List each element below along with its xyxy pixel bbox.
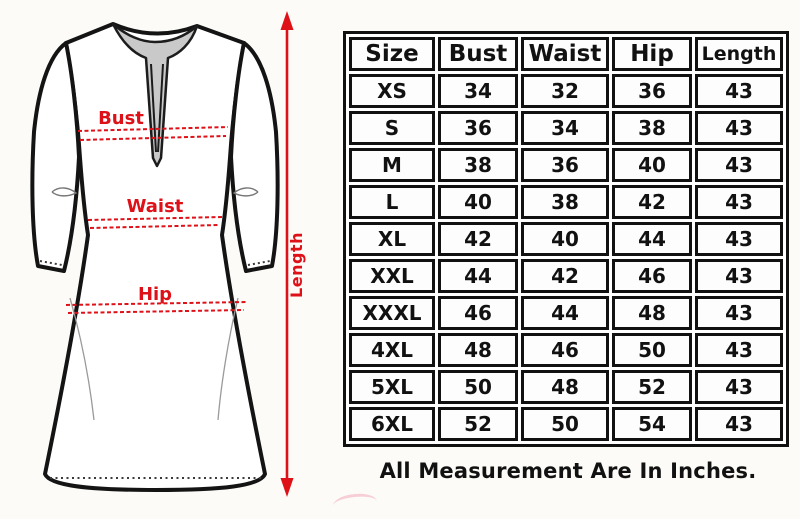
fold-mark-left <box>51 187 78 197</box>
size-cell: 4XL <box>349 333 435 367</box>
size-cell: XXL <box>349 259 435 293</box>
length-cell: 43 <box>695 296 783 330</box>
waist-cell: 32 <box>521 74 609 108</box>
waist-cell: 50 <box>521 407 609 441</box>
left-cuff-stitch-line <box>39 260 63 266</box>
length-cell: 43 <box>695 333 783 367</box>
bust-cell: 52 <box>438 407 518 441</box>
waist-cell: 46 <box>521 333 609 367</box>
table-row: XL 42 40 44 43 <box>349 222 783 256</box>
length-arrow <box>280 11 294 497</box>
table-row: XS 34 32 36 43 <box>349 74 783 108</box>
fold-mark-right <box>232 187 259 197</box>
size-cell: 6XL <box>349 407 435 441</box>
bust-cell: 50 <box>438 370 518 404</box>
bust-cell: 48 <box>438 333 518 367</box>
bust-cell: 40 <box>438 185 518 219</box>
right-sleeve <box>229 41 280 273</box>
bust-label: Bust <box>98 108 144 129</box>
hip-label: Hip <box>138 284 172 305</box>
length-cell: 43 <box>695 370 783 404</box>
left-sleeve <box>30 41 81 273</box>
length-cell: 43 <box>695 259 783 293</box>
waist-cell: 40 <box>521 222 609 256</box>
hip-cell: 52 <box>612 370 692 404</box>
header-waist: Waist <box>521 37 609 71</box>
right-cuff-stitch-line <box>247 260 271 266</box>
header-size: Size <box>349 37 435 71</box>
length-cell: 43 <box>695 74 783 108</box>
table-row: M 38 36 40 43 <box>349 148 783 182</box>
size-chart-table: Size Bust Waist Hip Length XS 34 32 36 4… <box>343 31 789 447</box>
neck-placket <box>111 22 199 168</box>
length-arrowhead-top <box>280 11 294 30</box>
table-row: XXL 44 42 46 43 <box>349 259 783 293</box>
header-row: Size Bust Waist Hip Length <box>349 37 783 71</box>
waist-measure-lines <box>87 216 223 229</box>
hip-cell: 50 <box>612 333 692 367</box>
length-cell: 43 <box>695 148 783 182</box>
bust-measure-lines <box>77 126 229 141</box>
bust-cell: 34 <box>438 74 518 108</box>
length-cell: 43 <box>695 185 783 219</box>
waist-label: Waist <box>127 196 184 217</box>
drape-line-left <box>69 297 95 421</box>
size-cell: XXXL <box>349 296 435 330</box>
waist-cell: 44 <box>521 296 609 330</box>
bust-cell: 36 <box>438 111 518 145</box>
waist-cell: 38 <box>521 185 609 219</box>
hip-cell: 44 <box>612 222 692 256</box>
hip-measure-lines <box>65 301 247 314</box>
length-arrowhead-bottom <box>280 478 294 497</box>
table-row: 4XL 48 46 50 43 <box>349 333 783 367</box>
hip-cell: 46 <box>612 259 692 293</box>
length-cell: 43 <box>695 111 783 145</box>
garment-measurement-diagram: Bust Waist Hip Length <box>30 11 306 497</box>
bust-cell: 42 <box>438 222 518 256</box>
size-chart-container: Size Bust Waist Hip Length XS 34 32 36 4… <box>343 31 789 447</box>
size-cell: M <box>349 148 435 182</box>
waist-cell: 48 <box>521 370 609 404</box>
header-bust: Bust <box>438 37 518 71</box>
table-row: L 40 38 42 43 <box>349 185 783 219</box>
hip-cell: 42 <box>612 185 692 219</box>
table-row: 5XL 50 48 52 43 <box>349 370 783 404</box>
header-length: Length <box>695 37 783 71</box>
length-cell: 43 <box>695 407 783 441</box>
hip-cell: 36 <box>612 74 692 108</box>
hip-cell: 40 <box>612 148 692 182</box>
table-row: S 36 34 38 43 <box>349 111 783 145</box>
drape-line-right <box>217 297 239 421</box>
length-cell: 43 <box>695 222 783 256</box>
hip-cell: 38 <box>612 111 692 145</box>
header-hip: Hip <box>612 37 692 71</box>
size-cell: S <box>349 111 435 145</box>
waist-cell: 36 <box>521 148 609 182</box>
bust-cell: 38 <box>438 148 518 182</box>
hip-cell: 54 <box>612 407 692 441</box>
size-cell: XL <box>349 222 435 256</box>
waist-cell: 34 <box>521 111 609 145</box>
bust-cell: 44 <box>438 259 518 293</box>
table-row: XXXL 46 44 48 43 <box>349 296 783 330</box>
waist-cell: 42 <box>521 259 609 293</box>
bust-cell: 46 <box>438 296 518 330</box>
size-cell: L <box>349 185 435 219</box>
table-row: 6XL 52 50 54 43 <box>349 407 783 441</box>
units-caption: All Measurement Are In Inches. <box>379 459 757 483</box>
size-cell: 5XL <box>349 370 435 404</box>
size-cell: XS <box>349 74 435 108</box>
length-label: Length <box>287 232 306 298</box>
hip-cell: 48 <box>612 296 692 330</box>
